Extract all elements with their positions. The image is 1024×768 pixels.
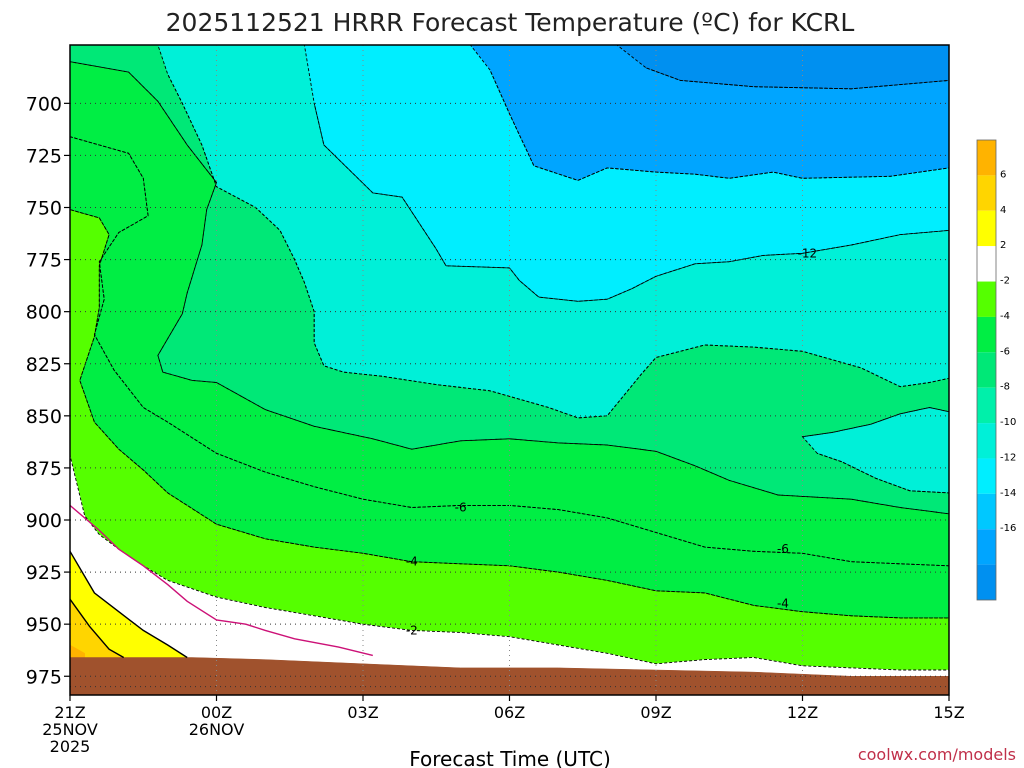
x-tick-sublabel-0-1: 2025 [50, 737, 91, 756]
isotherm-dashed-8 [69, 209, 950, 671]
y-tick-label-10: 950 [26, 614, 62, 636]
colorbar-frame [976, 139, 997, 601]
contour-label-2: -6 [777, 542, 789, 556]
y-tick-label-8: 900 [26, 510, 62, 532]
colorbar-label-10: -16 [1000, 523, 1016, 534]
y-tick-label-11: 975 [26, 666, 62, 688]
colorbar-swatch-5 [977, 316, 996, 353]
isotherm-dashed-6 [69, 61, 950, 567]
contour-line-0 [69, 504, 373, 657]
y-tick-label-4: 800 [26, 302, 62, 324]
colorbar-swatch-7 [977, 387, 996, 424]
colorbar-swatch-0 [977, 140, 996, 176]
colorbar-swatch-11 [977, 529, 996, 565]
contour-label-1: -6 [455, 501, 467, 515]
colorbar-label-3: -2 [1000, 276, 1010, 287]
contour-label-5: -2 [406, 623, 418, 637]
colorbar-label-9: -14 [1000, 488, 1016, 499]
y-tick-label-7: 875 [26, 458, 62, 480]
x-tick-label-6: 15Z [933, 703, 964, 722]
contour-line-2 [69, 598, 125, 659]
x-tick-sublabel-1-0: 26NOV [189, 720, 245, 739]
colorbar-label-5: -6 [1000, 346, 1010, 357]
colorbar-label-2: 2 [1000, 240, 1006, 251]
colorbar-swatch-2 [977, 210, 996, 247]
y-tick-label-3: 775 [26, 250, 62, 272]
grid-layer [70, 45, 949, 695]
x-tick-label-4: 09Z [640, 703, 671, 722]
colorbar: 6 4 2 -2 -4 -6 -8 -10 -12 -14 -16 [976, 139, 1016, 601]
x-tick-label-2: 03Z [347, 703, 378, 722]
x-tick-label-1: 00Z [201, 703, 232, 722]
colorbar-label-7: -10 [1000, 417, 1016, 428]
y-tick-label-6: 850 [26, 406, 62, 428]
contour-label-4: -4 [777, 596, 789, 610]
chart-title: 2025112521 HRRR Forecast Temperature (ºC… [166, 8, 855, 37]
contour-line-1 [69, 550, 188, 659]
colorbar-swatch-1 [977, 175, 996, 211]
x-tick-label-5: 12Z [787, 703, 818, 722]
temperature-fill-layer [69, 44, 950, 696]
colorbar-label-6: -8 [1000, 382, 1010, 393]
colorbar-label-0: 6 [1000, 169, 1006, 180]
y-tick-label-2: 750 [26, 198, 62, 220]
colorbar-label-1: 4 [1000, 205, 1006, 216]
colorbar-swatch-8 [977, 423, 996, 459]
y-tick-label-5: 825 [26, 354, 62, 376]
y-tick-label-1: 725 [26, 145, 62, 167]
colorbar-swatch-3 [977, 246, 996, 282]
contour-label-3: -4 [406, 555, 418, 569]
colorbar-swatch-6 [977, 352, 996, 388]
colorbar-label-4: -4 [1000, 311, 1010, 322]
colorbar-swatch-9 [977, 458, 996, 494]
credit-text: coolwx.com/models [858, 745, 1016, 764]
y-tick-label-9: 925 [26, 562, 62, 584]
isotherm-dashed-5 [69, 44, 950, 515]
x-axis-label: Forecast Time (UTC) [409, 747, 611, 768]
contour-label-0: -12 [798, 246, 818, 260]
isotherm-dashed-2 [304, 44, 950, 302]
y-axis: 700 725 750 775 800 825 850 875 900 925 950 975 [26, 93, 70, 688]
colorbar-swatch-10 [977, 493, 996, 530]
colorbar-swatch-12 [977, 564, 996, 600]
x-tick-sublabel-0-0: 25NOV [42, 720, 98, 739]
colorbar-swatch-4 [977, 281, 996, 317]
contour-label-layer: -12 -6 -6 -4 -4 -2 [406, 246, 817, 637]
isotherm-dashed-1 [470, 44, 950, 181]
colorbar-label-8: -12 [1000, 452, 1016, 463]
plot-area: -12 -6 -6 -4 -4 -2 [69, 44, 950, 696]
x-tick-label-0: 21Z [54, 703, 85, 722]
contour-layer [69, 504, 373, 659]
x-tick-label-3: 06Z [494, 703, 525, 722]
y-tick-label-0: 700 [26, 93, 62, 115]
